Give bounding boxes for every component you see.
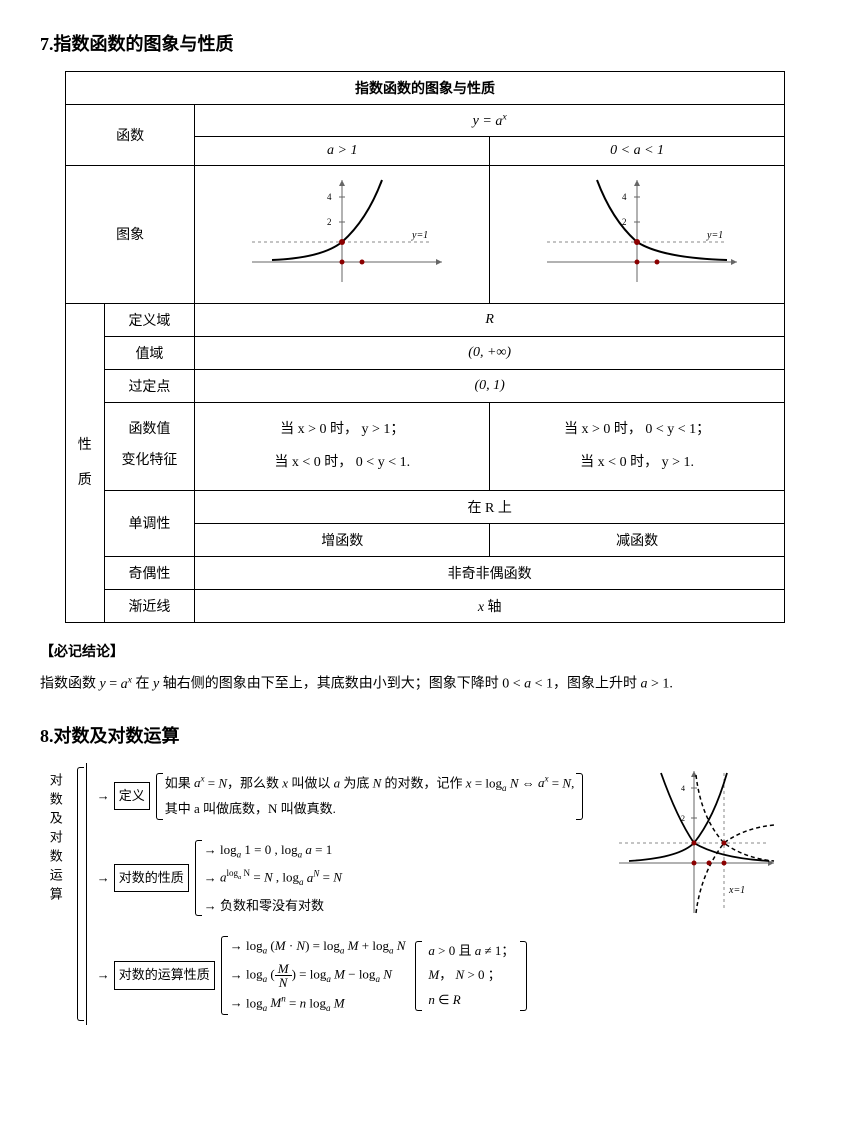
cond-1: a > 0 且 a ≠ 1； xyxy=(428,939,514,964)
arrow-icon: → xyxy=(97,866,110,891)
table-title: 指数函数的图象与性质 xyxy=(66,72,785,105)
conclusion: 指数函数 y = ax 在 y 轴右侧的图象由下至上，其底数由小到大；图象下降时… xyxy=(40,671,810,697)
graph-gt1: y=1 2 4 xyxy=(195,165,490,303)
op-3: loga Mn = n loga M xyxy=(230,991,406,1017)
domain-val: R xyxy=(195,303,785,336)
prop-label: 对数的性质 xyxy=(114,864,189,893)
row-prop-label: 性质 xyxy=(66,303,105,622)
svg-text:4: 4 xyxy=(327,192,332,202)
exponential-table: 指数函数的图象与性质 函数 y = ax a > 1 0 < a < 1 图象 … xyxy=(65,71,785,623)
brace-icon xyxy=(221,936,228,1015)
domain-label: 定义域 xyxy=(104,303,195,336)
log-side-graph: x=1 2 4 xyxy=(609,763,779,923)
parity-label: 奇偶性 xyxy=(104,556,195,589)
row-func-label: 函数 xyxy=(66,105,195,166)
change-label: 函数值变化特征 xyxy=(104,402,195,490)
range-label: 值域 xyxy=(104,336,195,369)
def-label: 定义 xyxy=(114,782,150,811)
def-text-b: 其中 a 叫做底数，N 叫做真数. xyxy=(165,797,575,822)
tree-row-def: → 定义 如果 ax = N，那么数 x 叫做以 a 为底 N 的对数，记作 x… xyxy=(93,769,590,824)
change-gt1: 当 x > 0 时， y > 1； 当 x < 0 时， 0 < y < 1. xyxy=(195,402,490,490)
prop-2: aloga N = N , loga aN = N xyxy=(204,865,342,891)
asymp-label: 渐近线 xyxy=(104,589,195,622)
vert-label: 对数及对数运算 xyxy=(40,763,71,1026)
brace-icon xyxy=(520,941,527,1011)
change-lt1-b: 当 x < 0 时， y > 1. xyxy=(580,455,694,470)
parity-val: 非奇非偶函数 xyxy=(195,556,785,589)
section8-heading: 8.对数及对数运算 xyxy=(40,722,810,748)
mono-label: 单调性 xyxy=(104,490,195,556)
fixed-val: (0, 1) xyxy=(195,369,785,402)
tree-row-prop: → 对数的性质 loga 1 = 0 , loga a = 1 aloga N … xyxy=(93,836,590,921)
cond-lt1: 0 < a < 1 xyxy=(490,136,785,165)
mono-header: 在 R 上 xyxy=(195,490,785,523)
asymp-val: x 轴 xyxy=(195,589,785,622)
cond-3: n ∈ R xyxy=(428,988,514,1013)
prop-3: 负数和零没有对数 xyxy=(204,894,342,919)
svg-text:y=1: y=1 xyxy=(706,230,723,241)
fixed-label: 过定点 xyxy=(104,369,195,402)
brace-icon xyxy=(415,941,422,1011)
change-lt1: 当 x > 0 时， 0 < y < 1； 当 x < 0 时， y > 1. xyxy=(490,402,785,490)
tree-row-op: → 对数的运算性质 loga (M · N) = loga M + loga N… xyxy=(93,932,590,1019)
change-gt1-a: 当 x > 0 时， y > 1； xyxy=(280,422,404,437)
svg-text:y=1: y=1 xyxy=(411,230,428,241)
exp-graph-decreasing: y=1 2 4 xyxy=(527,172,747,292)
mono-lt1: 减函数 xyxy=(490,523,785,556)
svg-text:2: 2 xyxy=(327,217,332,227)
change-gt1-b: 当 x < 0 时， 0 < y < 1. xyxy=(274,455,410,470)
svg-text:4: 4 xyxy=(622,192,627,202)
graph-lt1: y=1 2 4 xyxy=(490,165,785,303)
cond-2: M， N > 0 ； xyxy=(428,963,514,988)
brace-icon xyxy=(77,767,84,1022)
exp-graph-increasing: y=1 2 4 xyxy=(232,172,452,292)
row-graph-label: 图象 xyxy=(66,165,195,303)
def-text-a: 如果 ax = N，那么数 x 叫做以 a 为底 N 的对数，记作 x = lo… xyxy=(165,771,575,797)
arrow-icon: → xyxy=(97,784,110,809)
brace-icon xyxy=(195,840,202,917)
brace-icon xyxy=(576,773,583,820)
prop-1: loga 1 = 0 , loga a = 1 xyxy=(204,838,342,864)
mono-gt1: 增函数 xyxy=(195,523,490,556)
section7-heading: 7.指数函数的图象与性质 xyxy=(40,30,810,56)
svg-text:4: 4 xyxy=(681,784,685,793)
log-tree: 对数及对数运算 → 定义 如果 ax = N，那么数 x 叫做以 a 为底 N … xyxy=(40,763,589,1026)
cond-gt1: a > 1 xyxy=(195,136,490,165)
arrow-icon: → xyxy=(97,963,110,988)
range-val: (0, +∞) xyxy=(195,336,785,369)
svg-text:x=1: x=1 xyxy=(728,885,745,896)
op-1: loga (M · N) = loga M + loga N xyxy=(230,934,406,960)
note-label: 【必记结论】 xyxy=(40,641,810,661)
brace-icon xyxy=(156,773,163,820)
func-formula: y = ax xyxy=(195,105,785,137)
change-lt1-a: 当 x > 0 时， 0 < y < 1； xyxy=(564,422,710,437)
op-2: loga (MN) = loga M − loga N xyxy=(230,962,406,989)
op-label: 对数的运算性质 xyxy=(114,961,215,990)
